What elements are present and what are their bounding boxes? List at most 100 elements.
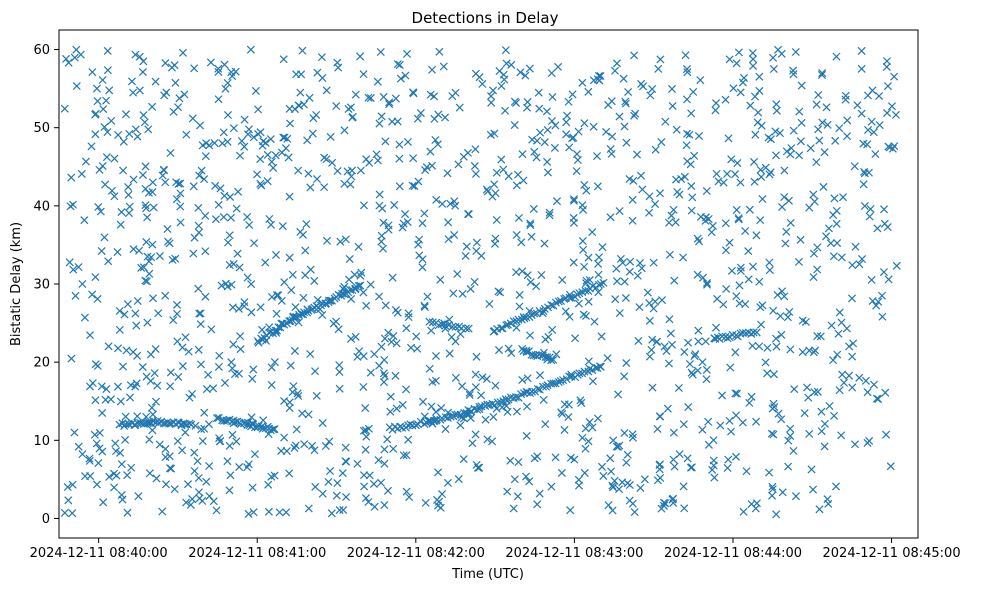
detection-point <box>149 203 158 212</box>
detection-point <box>693 366 702 375</box>
detection-point <box>711 106 720 115</box>
detection-point <box>428 65 437 74</box>
detection-point <box>620 122 629 131</box>
detection-point <box>841 91 850 100</box>
detection-point <box>687 182 696 191</box>
detection-point <box>648 85 657 94</box>
detection-point <box>416 109 425 118</box>
detection-point <box>305 93 314 102</box>
track-3-point <box>291 313 300 322</box>
detection-point <box>458 382 467 391</box>
detection-point <box>269 163 278 172</box>
detection-point <box>193 457 202 466</box>
detection-point <box>165 239 174 248</box>
detection-point <box>769 64 778 74</box>
detection-point <box>219 213 228 222</box>
detection-point <box>607 467 616 476</box>
detection-point <box>637 171 646 180</box>
detection-point <box>133 412 142 421</box>
detection-point <box>140 118 149 127</box>
detection-point <box>129 175 138 184</box>
detection-point <box>560 425 569 434</box>
detection-point <box>698 425 707 434</box>
detection-point <box>790 385 799 394</box>
detection-point <box>610 66 620 75</box>
detection-point <box>444 235 453 244</box>
detection-point <box>513 492 522 501</box>
detection-point <box>282 447 291 456</box>
track-4-point <box>496 398 505 407</box>
detection-point <box>832 206 841 215</box>
detection-point <box>67 354 76 363</box>
detection-point <box>141 201 150 210</box>
detection-point <box>170 485 179 494</box>
detection-point <box>80 313 89 322</box>
detection-point <box>133 296 142 305</box>
detection-point <box>532 282 541 291</box>
detection-point <box>526 278 535 287</box>
detection-point <box>588 377 597 386</box>
detection-point <box>543 157 552 166</box>
detection-point <box>780 193 789 202</box>
detection-point <box>625 267 634 276</box>
detection-point <box>459 152 468 161</box>
detection-point <box>593 182 602 191</box>
detection-point <box>125 129 134 138</box>
detection-point <box>784 196 793 205</box>
detection-point <box>194 203 203 212</box>
detection-point <box>835 124 844 133</box>
detection-point <box>68 509 77 518</box>
detection-point <box>666 329 675 338</box>
detection-point <box>782 227 791 236</box>
detection-point <box>291 441 300 450</box>
detection-point <box>340 126 349 135</box>
detection-point <box>747 392 756 401</box>
detection-point <box>288 388 297 397</box>
detection-point <box>110 154 119 163</box>
detection-point <box>155 440 164 449</box>
detection-point <box>99 105 108 114</box>
detection-point <box>67 173 76 182</box>
detection-point <box>522 402 532 411</box>
detection-point <box>651 297 660 306</box>
detection-point <box>71 291 80 300</box>
detection-point <box>197 425 206 434</box>
detection-point <box>401 71 410 80</box>
detection-point <box>662 347 671 356</box>
track-5-point <box>547 300 556 310</box>
detection-point <box>74 263 83 272</box>
detection-point <box>110 469 119 478</box>
detection-point <box>74 442 83 451</box>
detection-point <box>536 128 545 137</box>
detection-point <box>123 471 132 480</box>
detection-point <box>383 486 392 495</box>
detection-point <box>477 251 486 260</box>
detection-point <box>339 505 348 515</box>
detection-point <box>615 207 624 216</box>
detection-point <box>380 371 389 380</box>
detection-point <box>324 477 333 486</box>
track-2-point <box>266 426 275 435</box>
x-tick-label: 2024-12-11 08:42:00 <box>347 546 485 561</box>
detection-point <box>809 273 818 282</box>
detection-point <box>244 509 253 518</box>
detection-point <box>228 430 237 439</box>
detection-point <box>584 253 593 262</box>
detection-point <box>786 218 795 227</box>
detection-point <box>551 453 560 462</box>
detection-point <box>434 110 443 119</box>
detection-point <box>332 317 341 326</box>
detection-point <box>306 183 315 192</box>
detection-point <box>431 351 440 360</box>
detection-point <box>403 218 412 227</box>
detection-point <box>169 107 178 116</box>
detection-point <box>702 187 711 196</box>
detection-point <box>665 218 674 227</box>
detection-point <box>752 231 761 240</box>
detection-point <box>116 220 125 229</box>
detection-point <box>376 48 385 57</box>
detection-point <box>361 404 370 413</box>
detection-point <box>610 476 619 485</box>
detection-point <box>225 486 234 495</box>
detection-point <box>94 203 103 212</box>
